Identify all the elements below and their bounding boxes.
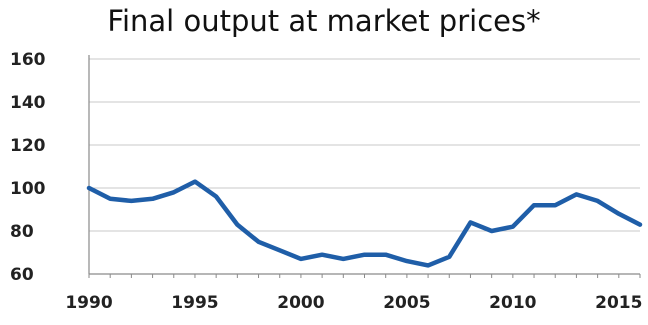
y-tick-label-100: 100 bbox=[10, 179, 46, 199]
x-tick-label-1990: 1990 bbox=[65, 293, 112, 313]
y-tick-label-80: 80 bbox=[10, 222, 34, 242]
axes bbox=[88, 55, 641, 278]
x-tick-label-1995: 1995 bbox=[171, 293, 218, 313]
x-tick-label-2000: 2000 bbox=[277, 293, 324, 313]
y-tick-label-160: 160 bbox=[10, 50, 46, 70]
series-layer bbox=[86, 179, 643, 268]
x-tick-label-2010: 2010 bbox=[489, 293, 536, 313]
y-tick-labels: 60 80 100 120 140 160 bbox=[10, 50, 46, 285]
y-tick-label-60: 60 bbox=[10, 265, 34, 285]
chart-title: Final output at market prices* bbox=[107, 4, 541, 38]
series-line-0 bbox=[86, 179, 643, 268]
y-tick-label-120: 120 bbox=[10, 136, 46, 156]
x-tick-labels: 1990 1995 2000 2005 2010 2015 bbox=[65, 293, 642, 313]
y-tick-label-140: 140 bbox=[10, 93, 46, 113]
x-tick-label-2015: 2015 bbox=[595, 293, 642, 313]
x-tick-label-2005: 2005 bbox=[383, 293, 430, 313]
